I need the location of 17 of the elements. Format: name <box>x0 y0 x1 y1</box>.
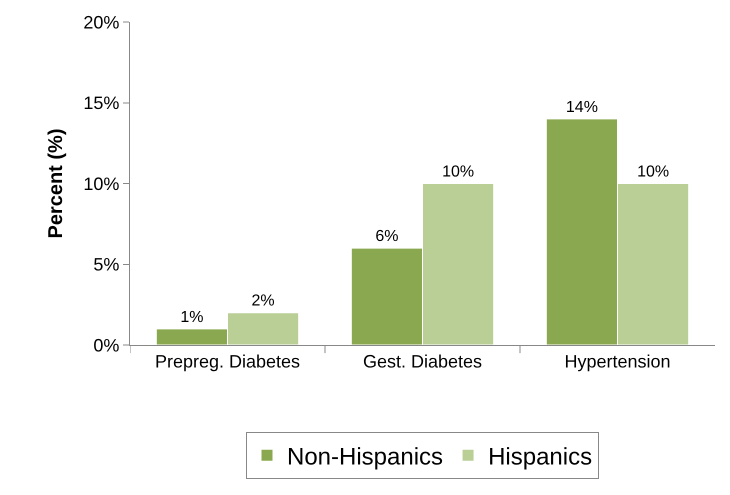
data-label: 14% <box>566 98 598 116</box>
y-axis-title: Percent (%) <box>44 128 67 239</box>
y-tick-label: 15% <box>83 93 120 114</box>
legend-label: Hispanics <box>488 444 592 471</box>
legend-label: Non-Hispanics <box>287 444 444 471</box>
y-tick-label: 0% <box>93 335 120 356</box>
data-label: 10% <box>637 164 670 180</box>
data-label: 1% <box>180 308 204 326</box>
x-tick-label: Prepreg. Diabetes <box>154 352 300 372</box>
x-tick-label: Gest. Diabetes <box>362 352 482 372</box>
y-tick-label: 5% <box>93 254 120 275</box>
y-tick-label: 20% <box>83 12 120 32</box>
data-label: 2% <box>252 292 275 310</box>
data-label: 6% <box>375 228 398 246</box>
data-label: 10% <box>442 164 474 180</box>
x-tick-label: Hypertension <box>564 352 671 372</box>
y-tick-label: 10% <box>83 174 120 194</box>
